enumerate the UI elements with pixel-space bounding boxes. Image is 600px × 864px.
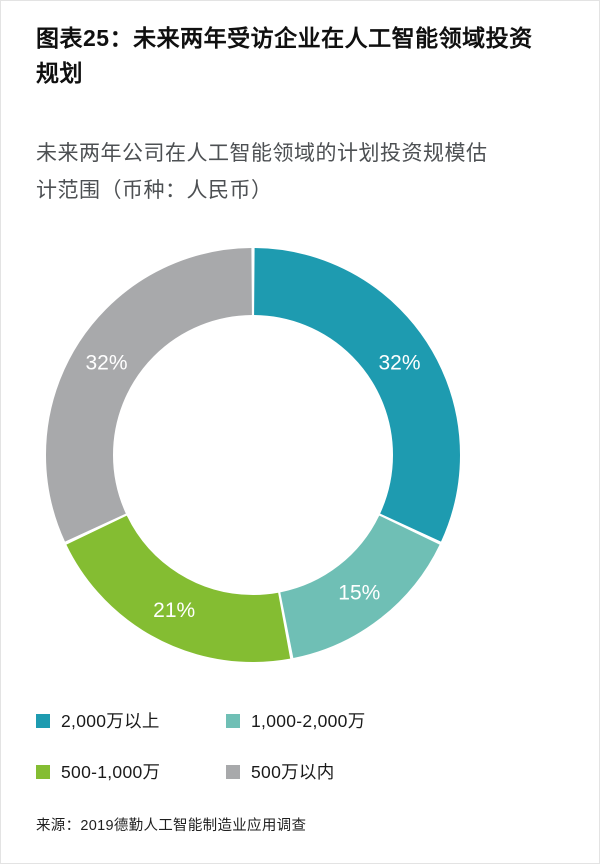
percent-label: 32% (378, 351, 420, 374)
percent-label: 15% (338, 581, 380, 604)
source-note: 来源：2019德勤人工智能制造业应用调查 (36, 818, 307, 834)
legend-label: 1,000-2,000万 (251, 711, 366, 731)
legend-item: 500万以内 (226, 759, 569, 784)
donut-chart: 32% 15% 21% 32% (46, 248, 460, 662)
donut-segment-0 (46, 248, 460, 662)
percent-label: 32% (85, 351, 127, 374)
legend-swatch-icon (36, 713, 50, 728)
donut-segment-2 (46, 248, 460, 662)
donut-segment-3 (46, 248, 460, 662)
legend-item: 500-1,000万 (36, 759, 216, 784)
legend-item: 1,000-2,000万 (226, 708, 569, 733)
legend-label: 2,000万以上 (61, 711, 160, 731)
legend-label: 500-1,000万 (61, 762, 161, 782)
legend-swatch-icon (226, 713, 240, 728)
legend-swatch-icon (226, 764, 240, 779)
figure-subtitle: 未来两年公司在人工智能领域的计划投资规模估计范围（币种：人民币） (36, 142, 488, 202)
chart-legend: 2,000万以上 1,000-2,000万 500-1,000万 500万以内 (36, 708, 569, 784)
legend-label: 500万以内 (251, 762, 335, 782)
figure-title: 图表25：未来两年受访企业在人工智能领域投资规划 (36, 25, 533, 86)
legend-item: 2,000万以上 (36, 708, 216, 733)
percent-label: 21% (153, 599, 195, 622)
chart-area: 32% 15% 21% 32% (36, 245, 569, 670)
legend-swatch-icon (36, 764, 50, 779)
